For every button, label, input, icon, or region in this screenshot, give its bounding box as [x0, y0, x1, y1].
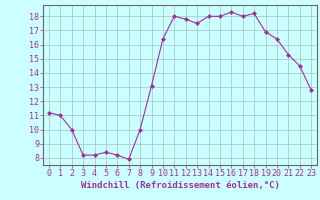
X-axis label: Windchill (Refroidissement éolien,°C): Windchill (Refroidissement éolien,°C)	[81, 181, 279, 190]
